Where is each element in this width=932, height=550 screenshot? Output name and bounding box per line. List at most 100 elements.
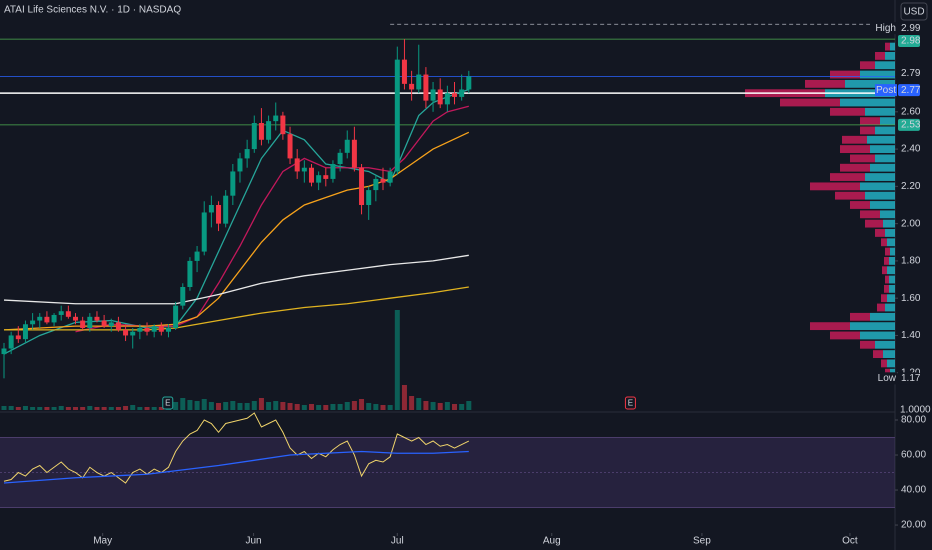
rsi-tick-label: 80.00 <box>901 415 926 426</box>
candle-body <box>180 287 186 306</box>
badge-bg <box>898 372 920 385</box>
volume-bar <box>94 407 100 410</box>
x-tick-label: May <box>93 536 112 547</box>
earnings-label: E <box>628 399 633 408</box>
volume-bar <box>452 404 458 410</box>
moving-average <box>3 254 469 305</box>
profile-up <box>883 350 895 358</box>
candle-body <box>108 322 114 327</box>
candle-body <box>444 93 450 105</box>
rsi-ma-line <box>3 450 469 484</box>
profile-down <box>875 52 885 60</box>
profile-down <box>865 219 883 228</box>
candle-body <box>173 305 179 328</box>
candle-body <box>416 74 422 90</box>
candle-body <box>387 171 393 183</box>
volume-bar <box>237 403 243 410</box>
candle-body <box>373 178 379 191</box>
volume-bar <box>266 402 272 410</box>
volume-bar <box>409 396 415 410</box>
volume-bar <box>115 407 121 410</box>
profile-down <box>840 145 870 153</box>
candle-body <box>430 89 436 101</box>
badge-tag: Post <box>876 85 896 96</box>
profile-down <box>840 163 870 172</box>
candle-body <box>437 89 443 105</box>
volume-bar <box>65 407 71 410</box>
volume-bar <box>323 405 329 410</box>
volume-bar <box>359 399 365 410</box>
volume-bar <box>58 406 64 410</box>
y-tick-label: 1.80 <box>901 256 921 267</box>
profile-down <box>860 210 880 219</box>
badge-label: 2.77 <box>901 85 921 96</box>
volume-bar <box>15 407 21 410</box>
candle-body <box>8 335 14 349</box>
volume-bar <box>244 403 250 410</box>
profile-up <box>875 126 895 135</box>
volume-bar <box>22 406 28 410</box>
volume-bar <box>216 403 222 410</box>
badge-tag-bg <box>875 84 897 97</box>
candle-body <box>51 314 57 323</box>
profile-up <box>865 107 895 116</box>
candle-body <box>137 328 143 332</box>
badge-label: 2.98 <box>901 36 921 47</box>
candle-body <box>194 251 200 261</box>
profile-down <box>875 229 885 237</box>
volume-bar <box>280 402 286 410</box>
volume-bar <box>73 407 79 410</box>
profile-down <box>810 322 850 331</box>
profile-up <box>867 135 895 144</box>
profile-up <box>887 266 895 275</box>
volume-bar <box>366 403 372 410</box>
candle-body <box>459 89 465 97</box>
profile-down <box>830 107 865 116</box>
volume-bar <box>223 402 229 410</box>
candle-body <box>22 324 28 340</box>
profile-down <box>877 303 885 312</box>
candle-body <box>201 212 207 252</box>
candle-body <box>123 329 129 336</box>
profile-down <box>884 257 889 265</box>
candle-body <box>359 167 365 205</box>
volume-bar <box>51 407 57 410</box>
volume-axis-label: 1.0000 <box>900 405 931 416</box>
volume-bar <box>101 407 107 410</box>
volume-bar <box>87 406 93 410</box>
earnings-label: E <box>165 399 170 408</box>
profile-up <box>880 117 895 126</box>
rsi-tick-label: 60.00 <box>901 450 926 461</box>
candle-body <box>316 175 322 183</box>
currency-box[interactable] <box>900 2 928 21</box>
profile-down <box>850 201 870 209</box>
volume-bar <box>423 401 429 410</box>
candle-body <box>94 316 100 321</box>
currency[interactable]: USD <box>903 7 924 18</box>
profile-up <box>887 359 895 368</box>
volume-bar <box>344 402 350 410</box>
x-tick-label: Jul <box>391 536 404 547</box>
profile-down <box>830 70 860 79</box>
badge-bg <box>898 22 920 35</box>
candle-body <box>452 93 458 97</box>
profile-up <box>845 79 895 88</box>
profile-up <box>860 70 895 79</box>
candle-body <box>230 171 236 196</box>
badge-tag: Low <box>878 373 897 384</box>
volume-bar <box>316 405 322 410</box>
candle-body <box>294 158 300 172</box>
profile-up <box>880 210 895 219</box>
profile-down <box>885 42 890 51</box>
volume-bar <box>459 404 465 410</box>
profile-down <box>884 284 889 293</box>
volume-bar <box>337 404 343 410</box>
volume-bar <box>351 401 357 410</box>
candle-body <box>144 328 150 332</box>
profile-up <box>875 340 895 349</box>
volume-bar <box>108 407 114 410</box>
chart-title: ATAI Life Sciences N.V. · 1D · NASDAQ <box>4 5 181 16</box>
x-tick-label: Jun <box>246 536 262 547</box>
volume-bar <box>137 407 143 410</box>
